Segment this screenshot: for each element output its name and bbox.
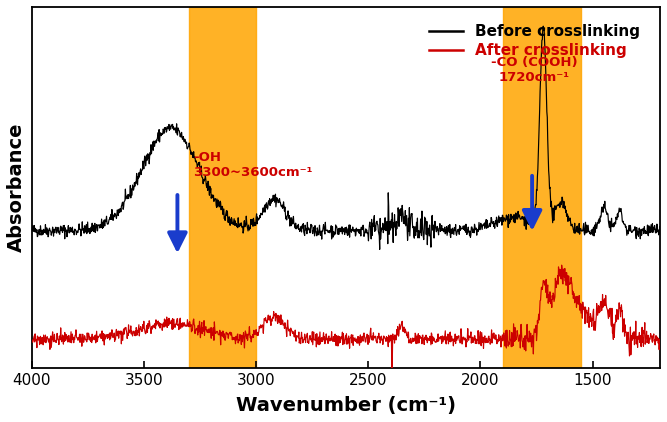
Legend: Before crosslinking, After crosslinking: Before crosslinking, After crosslinking [423,18,646,64]
Bar [503,7,582,368]
X-axis label: Wavenumber (cm⁻¹): Wavenumber (cm⁻¹) [235,396,456,415]
Y-axis label: Absorbance: Absorbance [7,123,26,252]
Text: -OH
3300~3600cm⁻¹: -OH 3300~3600cm⁻¹ [193,151,313,179]
Bar [189,7,256,368]
Text: -CO (COOH)
1720cm⁻¹: -CO (COOH) 1720cm⁻¹ [491,56,578,84]
